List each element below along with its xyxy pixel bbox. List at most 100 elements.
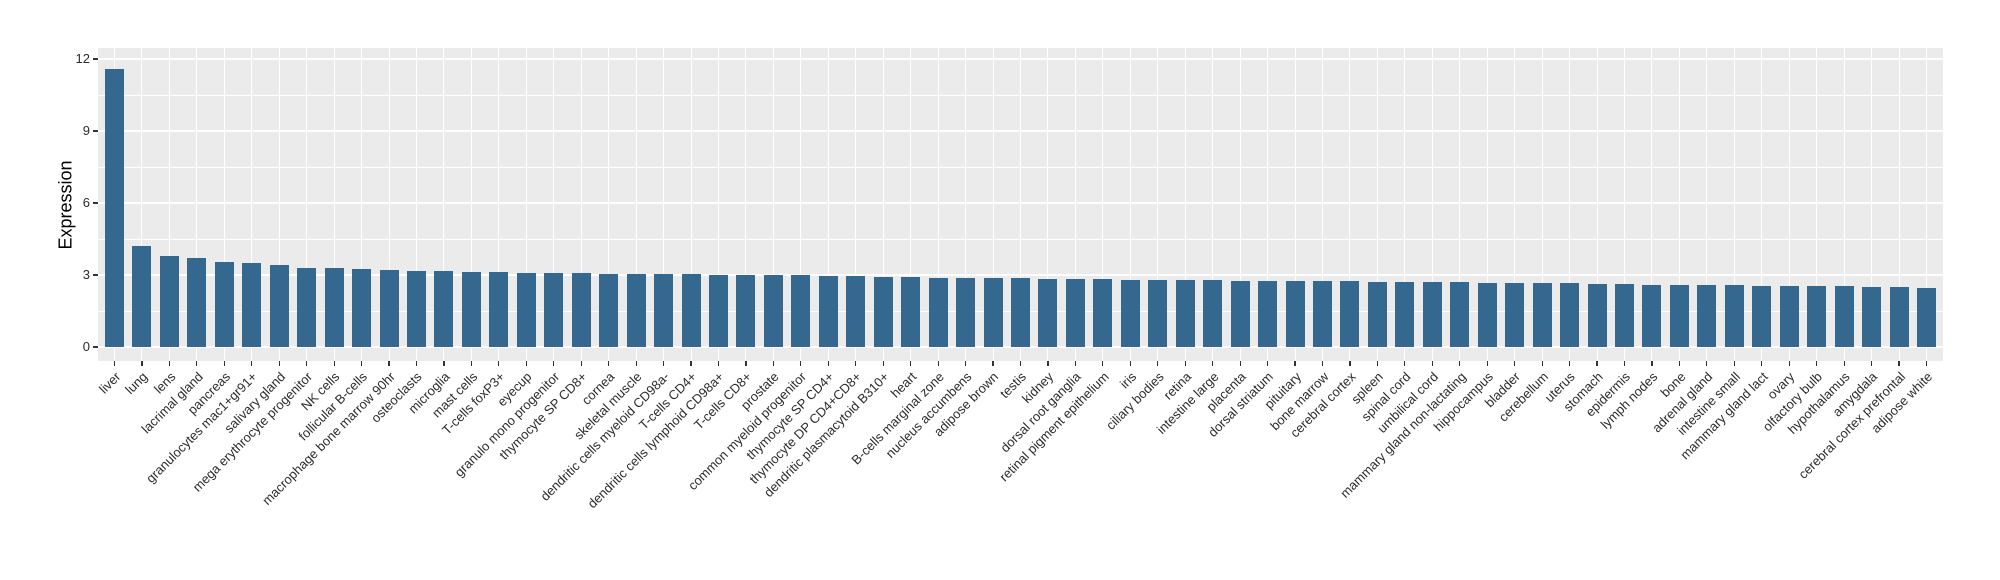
- bar: [654, 274, 674, 347]
- bar: [1779, 285, 1799, 347]
- gridline-major-x: [1651, 48, 1653, 361]
- x-tick-mark: [964, 361, 967, 366]
- y-tick-label: 0: [82, 339, 90, 354]
- gridline-major-x: [827, 48, 829, 361]
- bar: [1697, 285, 1717, 347]
- x-tick-mark: [1321, 361, 1324, 366]
- gridline-major-x: [443, 48, 445, 361]
- bar: [983, 278, 1003, 347]
- gridline-major-x: [306, 48, 308, 361]
- x-tick-mark: [1596, 361, 1598, 366]
- gridline-major-x: [470, 48, 472, 361]
- bar: [1642, 284, 1662, 347]
- x-tick-mark: [498, 361, 500, 366]
- x-tick-mark: [745, 361, 747, 366]
- gridline-major-x: [1020, 48, 1021, 361]
- x-tick-mark: [1239, 361, 1241, 366]
- x-tick-mark: [910, 361, 912, 366]
- x-tick-mark: [827, 361, 829, 366]
- gridline-major-x: [1239, 48, 1241, 361]
- bar: [214, 261, 234, 347]
- bar: [626, 273, 646, 347]
- x-tick-mark: [1294, 361, 1296, 366]
- gridline-major-x: [1376, 48, 1378, 361]
- x-tick-mark: [278, 361, 280, 366]
- x-tick-mark: [1788, 361, 1790, 366]
- bar: [461, 271, 481, 347]
- bar: [1203, 280, 1223, 347]
- bar: [1560, 283, 1580, 347]
- gridline-major-x: [1816, 48, 1818, 361]
- y-tick-mark: [93, 346, 98, 348]
- gridline-major-x: [717, 48, 719, 361]
- bar: [104, 68, 124, 347]
- x-tick-mark: [1212, 361, 1214, 366]
- bar: [1175, 280, 1195, 347]
- x-tick-mark: [1843, 361, 1845, 366]
- gridline-major-x: [1926, 48, 1928, 361]
- gridline-major-x: [1788, 48, 1790, 361]
- gridline-major-x: [910, 48, 912, 361]
- bar: [159, 255, 179, 347]
- bar: [818, 275, 838, 347]
- y-tick-mark: [93, 58, 98, 60]
- gridline-major-x: [745, 48, 747, 361]
- gridline-major-x: [1267, 48, 1269, 361]
- y-tick-label: 9: [82, 123, 90, 138]
- x-tick-mark: [580, 361, 582, 366]
- x-tick-mark: [1376, 361, 1378, 366]
- gridline-major-x: [1624, 48, 1626, 361]
- gridline-major-x: [1431, 48, 1433, 361]
- gridline-major-x: [1294, 48, 1296, 361]
- x-tick-mark: [1459, 361, 1461, 366]
- bar: [1258, 280, 1278, 347]
- x-tick-mark: [662, 361, 665, 366]
- gridline-major-x: [1184, 48, 1186, 361]
- bar: [1669, 284, 1689, 347]
- x-tick-mark: [1871, 361, 1873, 366]
- x-tick-mark: [168, 361, 170, 366]
- bar: [901, 277, 921, 347]
- bar: [873, 276, 893, 347]
- x-tick-mark: [360, 361, 363, 366]
- bar: [1285, 281, 1305, 347]
- gridline-major-x: [937, 48, 939, 361]
- gridline-major-x: [1129, 48, 1131, 361]
- y-tick-label: 6: [82, 195, 90, 210]
- bar: [132, 246, 152, 347]
- gridline-major-x: [690, 48, 692, 361]
- gridline-major-x: [1404, 48, 1406, 361]
- bar: [1477, 282, 1497, 347]
- x-tick-mark: [1266, 361, 1269, 366]
- x-tick-mark: [1623, 361, 1626, 366]
- bar: [1313, 281, 1332, 347]
- x-tick-mark: [1074, 361, 1076, 366]
- x-tick-mark: [1129, 361, 1131, 366]
- bar: [599, 273, 619, 347]
- bar: [1148, 279, 1168, 347]
- bar: [846, 276, 866, 347]
- bar: [516, 272, 536, 347]
- x-tick-mark: [223, 361, 225, 366]
- gridline-major-x: [1486, 48, 1488, 361]
- bar: [1093, 279, 1113, 347]
- x-tick-mark: [251, 361, 253, 366]
- bar: [1532, 283, 1552, 347]
- bar: [1862, 286, 1882, 347]
- x-tick-mark: [141, 361, 143, 366]
- gridline-major-x: [1871, 48, 1873, 361]
- gridline-major-x: [1596, 48, 1598, 361]
- bar: [297, 267, 317, 347]
- y-tick-label: 3: [82, 267, 90, 282]
- gridline-major-x: [635, 48, 637, 361]
- x-tick-mark: [608, 361, 610, 366]
- gridline-major-x: [1898, 48, 1900, 361]
- x-tick-mark: [1431, 361, 1433, 366]
- y-tick-mark: [93, 130, 98, 132]
- bar: [379, 270, 399, 347]
- y-tick-label: 12: [75, 51, 90, 66]
- x-tick-mark: [1019, 361, 1022, 366]
- gridline-major-x: [1843, 48, 1845, 361]
- bar: [1011, 278, 1030, 347]
